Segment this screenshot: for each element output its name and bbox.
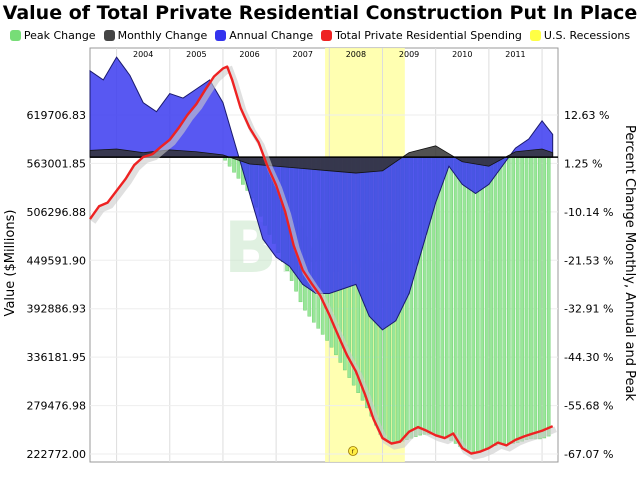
peak-change-bar [444,156,449,439]
peak-change-bar [520,156,524,442]
peak-change-bar [440,156,445,437]
peak-change-bar [533,156,538,440]
y2-axis-label: Percent Change Monthly, Annual and Peak [622,125,637,402]
peak-change-bar [462,156,467,450]
y-axis-label: Value ($Millions) [3,210,18,317]
peak-change-bar [493,156,498,446]
peak-change-bar [489,156,493,448]
x-tick-label: 2005 [186,50,206,59]
monthly-change-swatch [103,30,115,41]
legend: Peak Change Monthly Change Annual Change… [0,29,640,42]
y2-tick-label: -10.14 % [564,206,613,219]
total-spending-line [89,65,554,455]
peak-change-bar [453,156,458,444]
legend-item-annual-change[interactable]: Annual Change [215,29,313,42]
y2-tick-label: -67.07 % [564,448,613,461]
y-tick-label: 279476.98 [27,400,87,413]
y2-tick-label: 12.63 % [564,109,609,122]
peak-change-swatch [9,30,21,41]
peak-change-bar [511,156,516,444]
legend-label: U.S. Recessions [543,29,631,42]
peak-change-bar [498,156,502,445]
y2-tick-label: -44.30 % [564,351,613,364]
legend-label: Annual Change [229,29,314,42]
y-tick-label: 449591.90 [27,254,87,267]
annual-change-swatch [215,30,227,41]
peak-change-bar [524,156,529,440]
y-tick-label: 222772.00 [27,448,87,461]
x-tick-label: 2007 [293,50,313,59]
peak-change-bar [538,156,542,440]
legend-item-peak-change[interactable]: Peak Change [9,29,96,42]
legend-label: Monthly Change [117,29,208,42]
x-tick-label: 2009 [399,50,419,59]
y-tick-label: 392886.93 [27,303,87,316]
total-spending-swatch [321,30,333,41]
peak-change-bar [542,156,547,439]
legend-item-total-spending[interactable]: Total Private Residential Spending [321,29,522,42]
peak-change-bar [515,156,520,443]
x-tick-label: 2004 [133,50,153,59]
y2-tick-label: 1.25 % [564,157,602,170]
annual-change-area [89,56,554,331]
legend-item-recessions[interactable]: U.S. Recessions [529,29,631,42]
footer-logo-text: r [352,448,355,456]
x-tick-label: 2008 [346,50,366,59]
x-tick-label: 2010 [452,50,472,59]
y2-tick-label: -55.68 % [564,400,613,413]
legend-label: Peak Change [23,29,96,42]
y2-tick-label: -21.53 % [564,254,613,267]
y-tick-label: 506296.88 [27,206,87,219]
legend-label: Total Private Residential Spending [335,29,522,42]
peak-change-bar [449,156,453,441]
x-tick-label: 2011 [505,50,525,59]
peak-change-bar [227,156,232,167]
y-tick-label: 336181.95 [27,351,87,364]
peak-change-bar [467,156,471,451]
chart-title: Value of Total Private Residential Const… [2,2,638,24]
y2-tick-label: -32.91 % [564,303,613,316]
peak-change-bar [502,156,507,444]
peak-change-bar [480,156,485,451]
peak-change-bar [475,156,480,453]
y-tick-label: 563001.85 [27,157,87,170]
peak-change-bar [484,156,489,450]
peak-change-bar [507,156,511,444]
recessions-swatch [529,30,541,41]
peak-change-bar [529,156,533,440]
y-tick-label: 619706.83 [27,109,87,122]
peak-change-bar [471,156,476,453]
peak-change-bar [546,156,551,437]
x-tick-label: 2006 [239,50,259,59]
peak-change-bar [458,156,462,447]
legend-item-monthly-change[interactable]: Monthly Change [103,29,208,42]
footer-logo-icon [348,446,358,456]
